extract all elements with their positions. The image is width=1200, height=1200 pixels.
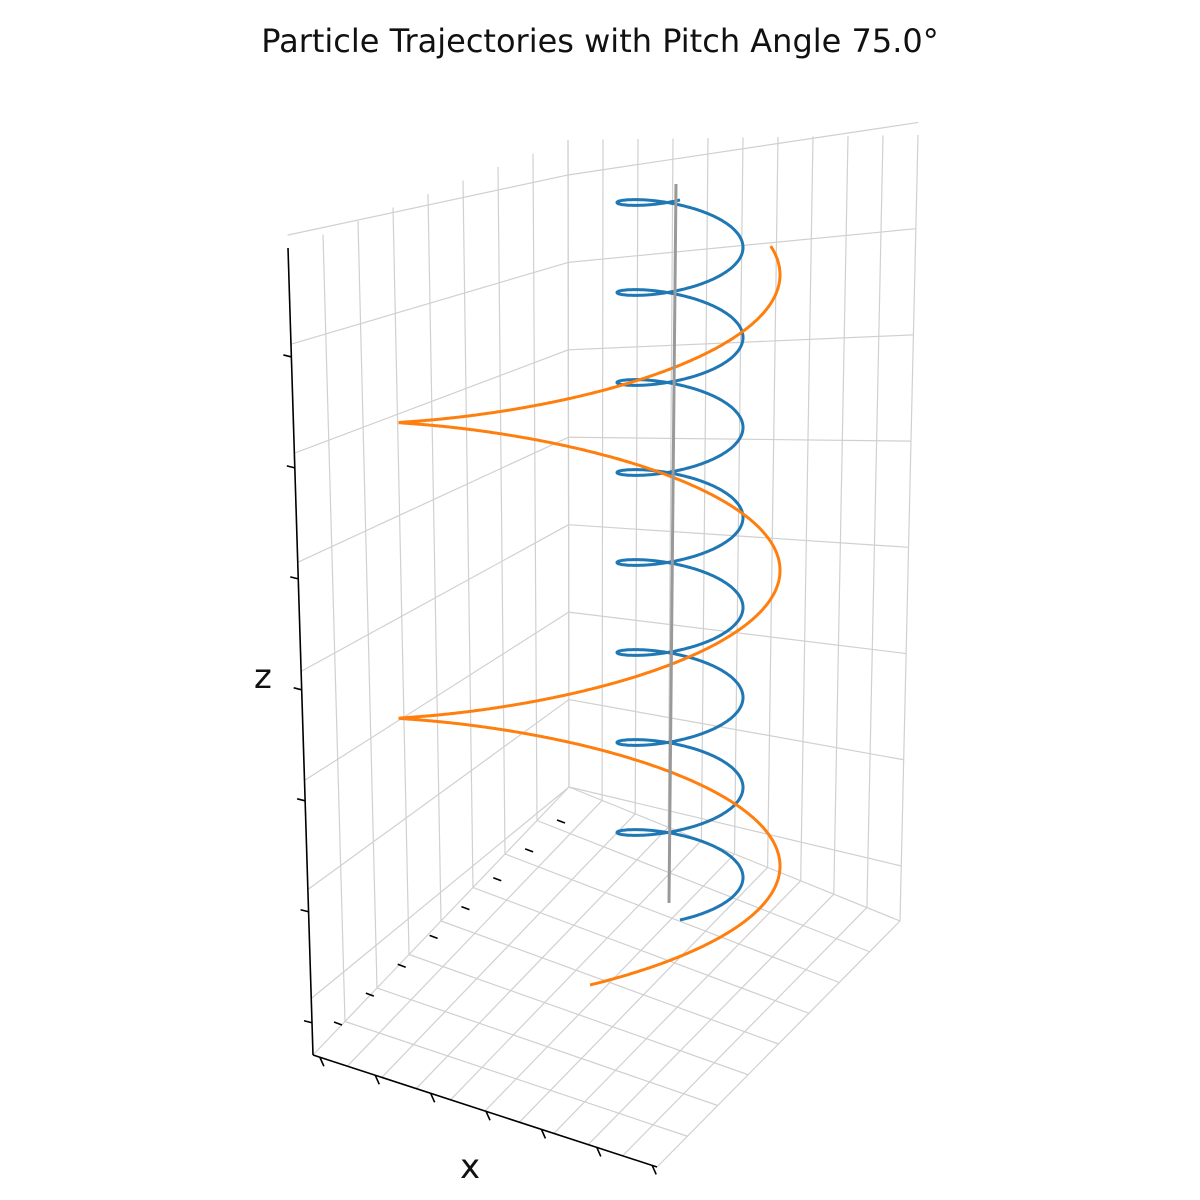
floor-grid-line	[344, 1020, 688, 1137]
wall-grid-line	[866, 135, 884, 908]
wall-grid-line	[497, 166, 506, 855]
z-axis-line	[287, 247, 314, 1056]
z-axis-tick	[293, 687, 302, 691]
wall-grid-line	[427, 193, 442, 922]
wall-grid-line	[357, 220, 378, 989]
x-axis-tick	[429, 1092, 436, 1103]
wall-grid-line	[294, 349, 569, 454]
series-1-trajectory	[615, 198, 745, 922]
z-axis-tick	[300, 908, 309, 913]
floor-grid-line	[472, 886, 810, 1014]
x-axis-tick	[485, 1111, 491, 1121]
wall-grid-line	[300, 524, 569, 672]
wall-grid-line	[601, 139, 604, 801]
x-axis-tick	[319, 1056, 325, 1067]
floor-grid-line	[504, 853, 840, 984]
y-axis-tick	[461, 905, 470, 911]
wall-grid-line	[304, 611, 570, 781]
floor-grid-line	[376, 987, 718, 1107]
wall-grid-line	[667, 138, 674, 828]
floor-grid-line	[440, 920, 779, 1045]
y-axis-tick	[524, 848, 534, 853]
x-axis-label: x	[460, 1147, 480, 1187]
wall-grid-line	[568, 524, 909, 548]
y-axis-tick	[429, 934, 438, 940]
z-axis-tick	[303, 1019, 313, 1024]
y-axis-tick	[397, 963, 406, 969]
z-axis-tick	[283, 354, 292, 358]
floor-grid-line	[536, 819, 870, 953]
x-axis-tick	[540, 1129, 547, 1139]
x-axis-tick	[651, 1165, 657, 1175]
z-axis-label: z	[254, 657, 272, 697]
y-axis-tick	[365, 992, 375, 997]
axis-layer	[283, 247, 658, 1175]
wall-grid-line	[568, 698, 904, 761]
wall-grid-line	[568, 786, 902, 867]
wall-grid-line	[899, 134, 919, 922]
wall-grid-line	[297, 436, 569, 563]
x-axis-line	[312, 1054, 658, 1168]
floor-grid-line	[408, 953, 749, 1076]
field-line	[667, 183, 678, 904]
wall-grid-line	[833, 135, 849, 895]
wall-grid-line	[392, 207, 410, 955]
y-axis-tick	[556, 819, 566, 824]
series-layer	[398, 183, 782, 987]
wall-grid-line	[532, 153, 538, 821]
wall-grid-line	[800, 136, 814, 881]
z-axis-tick	[296, 798, 306, 802]
z-axis-tick	[290, 576, 299, 580]
wall-grid-line	[287, 174, 569, 236]
wall-grid-line	[568, 611, 907, 655]
wall-grid-line	[310, 786, 570, 999]
wall-grid-line	[767, 136, 779, 868]
wall-grid-line	[290, 261, 569, 345]
series-2-trajectory	[398, 245, 782, 987]
y-axis-tick	[333, 1021, 343, 1026]
chart-title: Particle Trajectories with Pitch Angle 7…	[261, 22, 939, 60]
y-axis-tick	[493, 876, 502, 882]
wall-grid-line	[567, 139, 570, 788]
grid-layer	[287, 121, 919, 1168]
z-axis-tick	[286, 465, 296, 469]
wall-grid-line	[462, 180, 474, 888]
wall-grid-line	[322, 234, 346, 1022]
x-axis-tick	[374, 1074, 380, 1085]
x-axis-tick	[596, 1147, 602, 1157]
wall-grid-line	[567, 121, 919, 176]
wall-grid-line	[307, 699, 570, 890]
